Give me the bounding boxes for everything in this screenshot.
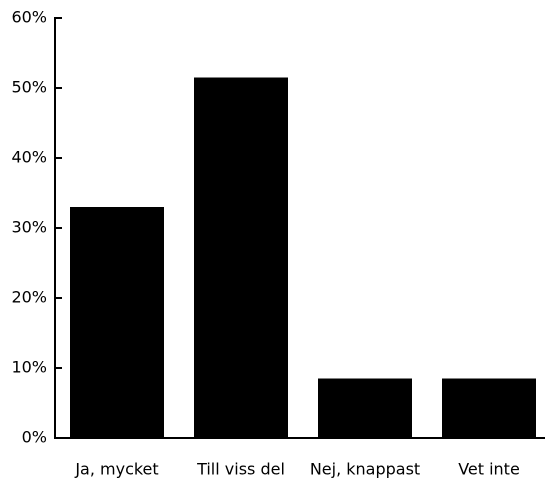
x-tick-label: Vet inte: [458, 460, 520, 479]
y-tick-label: 50%: [11, 78, 47, 97]
bar: [442, 378, 536, 438]
y-tick-label: 0%: [22, 428, 47, 447]
bar: [318, 378, 412, 438]
x-tick-label: Ja, mycket: [74, 460, 158, 479]
y-tick-label: 60%: [11, 8, 47, 27]
x-tick-label: Nej, knappast: [310, 460, 420, 479]
y-tick-label: 10%: [11, 358, 47, 377]
y-tick-label: 40%: [11, 148, 47, 167]
bar: [70, 207, 164, 438]
y-tick-label: 30%: [11, 218, 47, 237]
x-tick-label: Till viss del: [196, 460, 285, 479]
bar: [194, 77, 288, 438]
y-tick-label: 20%: [11, 288, 47, 307]
